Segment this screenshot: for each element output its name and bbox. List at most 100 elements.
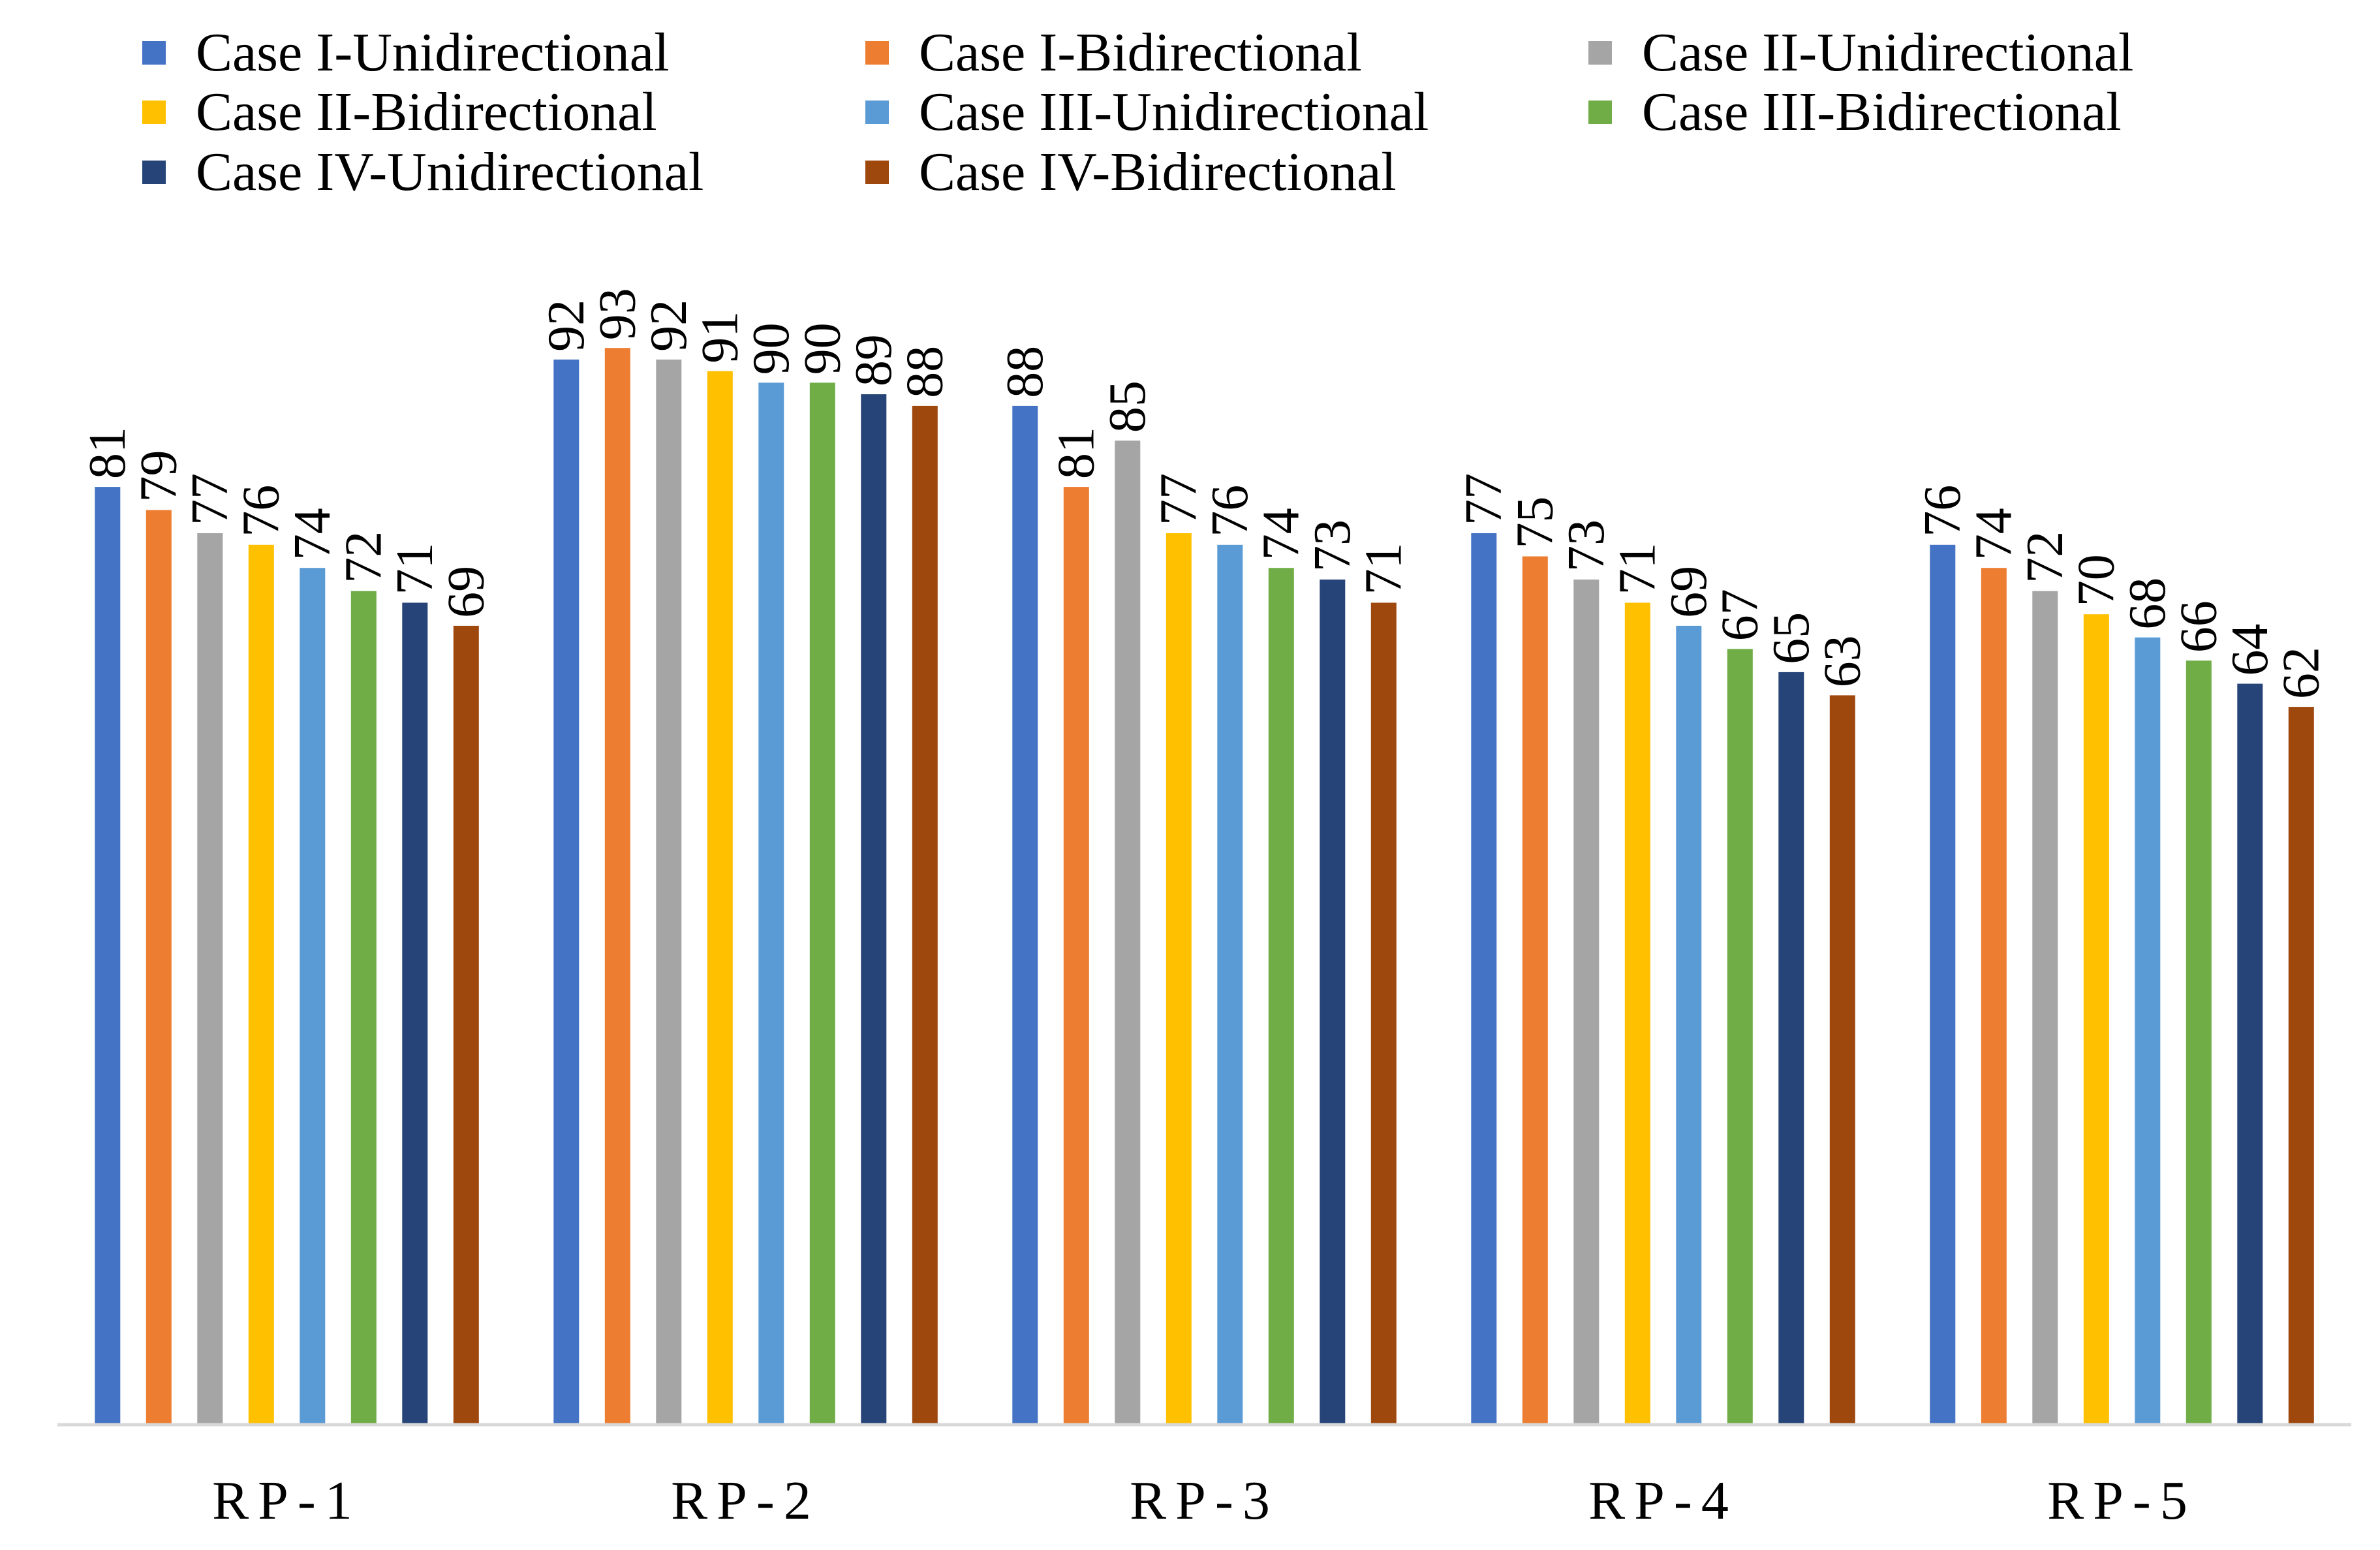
bars xyxy=(95,348,2314,1425)
legend-item-case-iv-unidirectional: Case IV-Unidirectional xyxy=(142,142,703,202)
data-label-rp-3-case-iii-unidirectional: 76 xyxy=(1201,485,1259,537)
data-label-rp-3-case-i-unidirectional: 88 xyxy=(997,346,1054,398)
data-label-rp-3-case-ii-bidirectional: 77 xyxy=(1150,473,1207,525)
bar-rp-3-case-ii-unidirectional xyxy=(1115,441,1141,1425)
legend-swatch xyxy=(865,41,889,65)
bar-rp-3-case-i-unidirectional xyxy=(1012,405,1038,1425)
data-label-rp-3-case-ii-unidirectional: 85 xyxy=(1099,380,1156,433)
bar-rp-3-case-iii-unidirectional xyxy=(1217,544,1243,1425)
data-label-rp-5-case-ii-unidirectional: 72 xyxy=(2017,531,2074,583)
data-label-rp-5-case-iii-bidirectional: 66 xyxy=(2170,600,2227,653)
data-label-rp-4-case-iv-unidirectional: 65 xyxy=(1763,612,1820,664)
legend: Case I-Unidirectional Case I-Bidirectiona… xyxy=(142,22,2133,202)
data-label-rp-1-case-iv-unidirectional: 71 xyxy=(386,543,444,595)
bar-rp-4-case-i-bidirectional xyxy=(1522,556,1548,1425)
data-label-rp-1-case-i-unidirectional: 81 xyxy=(79,427,136,479)
legend-swatch xyxy=(142,101,166,124)
x-tick-label-rp-1: RP-1 xyxy=(212,1470,362,1531)
bar-rp-1-case-iv-bidirectional xyxy=(453,625,479,1425)
data-label-rp-4-case-iii-bidirectional: 67 xyxy=(1711,589,1769,641)
bar-rp-5-case-iv-unidirectional xyxy=(2237,683,2263,1425)
x-axis-tick-labels: RP-1 RP-2 RP-3 RP-4 RP-5 xyxy=(212,1470,2197,1531)
legend-item-case-ii-unidirectional: Case II-Unidirectional xyxy=(1588,22,2133,83)
data-label-rp-1-case-i-bidirectional: 79 xyxy=(130,450,187,503)
data-label-rp-1-case-iii-unidirectional: 74 xyxy=(284,508,341,560)
x-tick-label-rp-3: RP-3 xyxy=(1130,1470,1279,1531)
legend-label: Case II-Bidirectional xyxy=(196,82,657,142)
legend-item-case-i-unidirectional: Case I-Unidirectional xyxy=(142,22,669,83)
data-label-rp-4-case-ii-bidirectional: 71 xyxy=(1609,543,1666,595)
data-label-rp-4-case-i-unidirectional: 77 xyxy=(1455,473,1513,525)
bar-rp-2-case-iv-bidirectional xyxy=(912,405,938,1425)
data-label-rp-5-case-ii-bidirectional: 70 xyxy=(2067,554,2125,606)
data-label-rp-3-case-iv-unidirectional: 73 xyxy=(1304,519,1361,572)
data-label-rp-4-case-i-bidirectional: 75 xyxy=(1506,497,1564,549)
x-tick-label-rp-5: RP-5 xyxy=(2047,1470,2197,1531)
data-label-rp-2-case-i-bidirectional: 93 xyxy=(589,288,646,340)
bar-rp-4-case-iv-bidirectional xyxy=(1829,695,1855,1425)
data-label-rp-4-case-iv-bidirectional: 63 xyxy=(1814,635,1871,687)
bar-rp-5-case-iii-unidirectional xyxy=(2135,637,2161,1425)
data-label-rp-2-case-iv-unidirectional: 89 xyxy=(845,334,903,386)
bar-rp-3-case-iv-bidirectional xyxy=(1370,602,1397,1425)
bar-rp-4-case-iii-bidirectional xyxy=(1727,649,1753,1425)
data-label-rp-3-case-iii-bidirectional: 74 xyxy=(1252,508,1310,560)
legend-label: Case IV-Bidirectional xyxy=(919,142,1397,202)
legend-swatch xyxy=(1588,41,1612,65)
legend-item-case-iii-unidirectional: Case III-Unidirectional xyxy=(865,82,1429,142)
bar-rp-4-case-ii-bidirectional xyxy=(1624,602,1650,1425)
bar-rp-2-case-i-bidirectional xyxy=(604,348,630,1425)
bar-rp-5-case-ii-unidirectional xyxy=(2032,591,2058,1425)
bar-rp-3-case-iii-bidirectional xyxy=(1268,568,1294,1425)
legend-label: Case I-Bidirectional xyxy=(919,22,1362,83)
x-tick-label-rp-2: RP-2 xyxy=(671,1470,820,1531)
data-label-rp-3-case-i-bidirectional: 81 xyxy=(1047,427,1105,479)
legend-label: Case III-Bidirectional xyxy=(1642,82,2122,142)
legend-swatch xyxy=(1588,101,1612,124)
data-label-rp-2-case-iv-bidirectional: 88 xyxy=(896,346,953,398)
bar-rp-3-case-i-bidirectional xyxy=(1063,487,1089,1425)
data-label-rp-2-case-iii-unidirectional: 90 xyxy=(743,322,800,375)
data-label-rp-5-case-iv-unidirectional: 64 xyxy=(2221,624,2279,676)
x-tick-label-rp-4: RP-4 xyxy=(1588,1470,1738,1531)
legend-label: Case IV-Unidirectional xyxy=(196,142,703,202)
data-label-rp-1-case-iv-bidirectional: 69 xyxy=(437,566,495,618)
data-label-rp-1-case-ii-unidirectional: 77 xyxy=(181,473,239,525)
legend-label: Case I-Unidirectional xyxy=(196,22,669,83)
legend-swatch xyxy=(142,41,166,65)
bar-rp-4-case-i-unidirectional xyxy=(1471,533,1497,1425)
bar-rp-5-case-iii-bidirectional xyxy=(2186,660,2212,1425)
bar-rp-2-case-iv-unidirectional xyxy=(861,394,887,1425)
bar-rp-3-case-ii-bidirectional xyxy=(1166,533,1192,1425)
bar-rp-5-case-i-unidirectional xyxy=(1930,544,1956,1425)
data-label-rp-1-case-iii-bidirectional: 72 xyxy=(335,531,392,583)
legend-item-case-i-bidirectional: Case I-Bidirectional xyxy=(865,22,1362,83)
bar-rp-2-case-ii-unidirectional xyxy=(656,359,682,1425)
data-label-rp-1-case-ii-bidirectional: 76 xyxy=(232,485,290,537)
bar-rp-4-case-iv-unidirectional xyxy=(1778,672,1804,1425)
bar-rp-3-case-iv-unidirectional xyxy=(1320,580,1346,1425)
legend-swatch xyxy=(865,161,889,184)
bar-rp-1-case-iii-unidirectional xyxy=(300,568,326,1425)
legend-swatch xyxy=(865,101,889,124)
data-label-rp-2-case-iii-bidirectional: 90 xyxy=(794,322,851,375)
bar-rp-2-case-iii-bidirectional xyxy=(809,382,835,1425)
bar-rp-5-case-iv-bidirectional xyxy=(2288,707,2314,1425)
bar-rp-1-case-ii-bidirectional xyxy=(248,544,274,1425)
data-label-rp-5-case-i-unidirectional: 76 xyxy=(1914,485,1971,537)
data-label-rp-2-case-ii-unidirectional: 92 xyxy=(640,300,698,352)
bar-rp-5-case-i-bidirectional xyxy=(1981,568,2007,1425)
data-label-rp-5-case-i-bidirectional: 74 xyxy=(1965,508,2022,560)
data-label-rp-2-case-ii-bidirectional: 91 xyxy=(691,311,749,364)
data-label-rp-5-case-iv-bidirectional: 62 xyxy=(2272,647,2330,699)
legend-swatch xyxy=(142,161,166,184)
bar-rp-2-case-iii-unidirectional xyxy=(758,382,784,1425)
data-label-rp-4-case-ii-unidirectional: 73 xyxy=(1558,519,1615,572)
data-label-rp-3-case-iv-bidirectional: 71 xyxy=(1355,543,1412,595)
bar-rp-4-case-ii-unidirectional xyxy=(1573,580,1600,1425)
legend-item-case-ii-bidirectional: Case II-Bidirectional xyxy=(142,82,657,142)
data-label-rp-2-case-i-unidirectional: 92 xyxy=(538,300,595,352)
